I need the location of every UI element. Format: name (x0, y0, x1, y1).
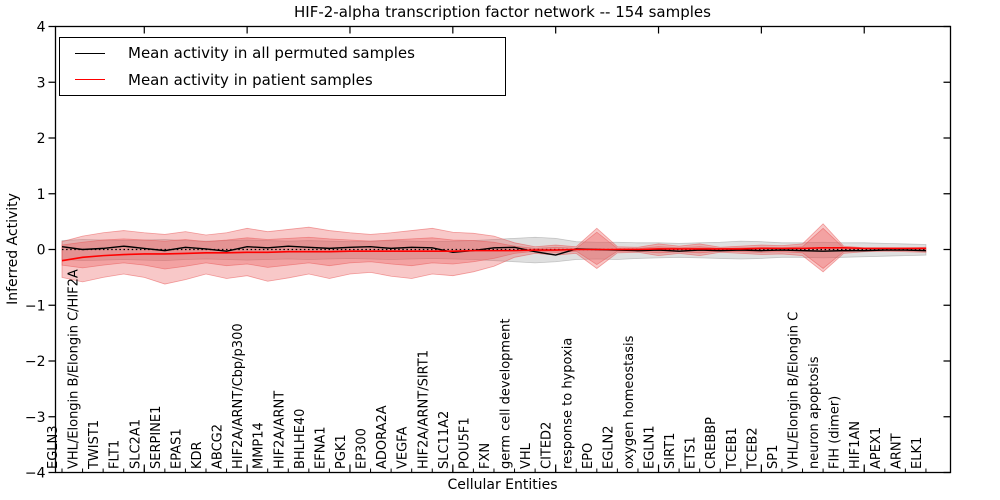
x-tick-label: CITED2 (540, 422, 555, 469)
y-tick-label: 0 (37, 243, 46, 259)
x-tick-label: TCEB2 (745, 427, 760, 470)
x-tick-label: ABCG2 (211, 424, 226, 469)
x-tick-label: VHL/Elongin B/Elongin C/HIF2A (67, 269, 82, 469)
legend-label-patient: Mean activity in patient samples (128, 70, 373, 89)
x-tick-label: EGLN1 (643, 425, 658, 469)
x-tick-label: POU5F1 (457, 417, 472, 469)
legend-item-permuted: Mean activity in all permuted samples (60, 40, 505, 66)
x-tick-label: PGK1 (334, 434, 349, 469)
patient-line-swatch (75, 79, 105, 81)
patient-inner-range-band (61, 227, 927, 270)
x-tick-label: neuron apoptosis (807, 356, 822, 469)
x-tick-label: VEGFA (396, 427, 411, 469)
y-tick-label: −3 (25, 410, 46, 426)
y-tick-label: 2 (37, 131, 46, 147)
x-tick-label: EFNA1 (313, 426, 328, 469)
legend-label-permuted: Mean activity in all permuted samples (128, 44, 415, 63)
x-tick-label: HIF1AN (848, 421, 863, 469)
patient-mean-line (61, 247, 926, 262)
x-tick-label: EPAS1 (169, 428, 184, 469)
x-axis-ticks-top (143, 26, 865, 34)
y-tick-label: −1 (25, 298, 46, 314)
permuted-line-swatch (75, 52, 105, 54)
y-axis-ticks-right (943, 25, 951, 474)
x-tick-label: SIRT1 (663, 433, 678, 469)
x-tick-label: ELK1 (910, 437, 925, 469)
x-tick-label: KDR (190, 441, 205, 469)
x-tick-label: EPO (581, 443, 596, 469)
x-tick-label: ADORA2A (375, 405, 390, 469)
x-tick-label: TWIST1 (87, 420, 102, 470)
x-tick-label: SP1 (766, 445, 781, 469)
x-tick-label: oxygen homeostasis (622, 335, 637, 469)
y-tick-label: −4 (25, 466, 46, 482)
y-tick-label: −2 (25, 354, 46, 370)
x-tick-label: HIF2A/ARNT/Cbp/p300 (231, 323, 246, 469)
x-tick-label: HIF2A/ARNT (272, 391, 287, 469)
x-tick-label: BHLHE40 (293, 409, 308, 469)
x-tick-label: SERPINE1 (149, 406, 164, 469)
x-tick-label: VHL/Elongin B/Elongin C (787, 312, 802, 469)
y-tick-label: 4 (37, 20, 46, 36)
x-axis-minor-ticks-bottom (61, 468, 927, 473)
x-tick-label: TCEB1 (725, 427, 740, 470)
x-tick-label: ETS1 (684, 436, 699, 469)
x-tick-label: VHL (519, 442, 534, 469)
x-tick-label: FXN (478, 443, 493, 469)
x-axis-label: Cellular Entities (447, 477, 558, 493)
x-tick-label: response to hypoxia (560, 338, 575, 469)
x-tick-label: CREBBP (704, 417, 719, 469)
x-tick-label: EGLN3 (46, 425, 61, 469)
x-tick-label: HIF2A/ARNT/SIRT1 (416, 350, 431, 469)
x-tick-label: SLC11A2 (437, 411, 452, 469)
legend-box: Mean activity in all permuted samples Me… (59, 37, 506, 96)
y-axis-label: Inferred Activity (5, 193, 21, 305)
y-axis-ticks-left (48, 25, 56, 474)
y-tick-label: 3 (37, 75, 46, 91)
x-tick-label: FLT1 (108, 440, 123, 469)
x-tick-label: EGLN2 (601, 425, 616, 469)
x-tick-label: APEX1 (869, 427, 884, 469)
y-tick-label: 1 (37, 187, 46, 203)
chart-title: HIF-2-alpha transcription factor network… (294, 3, 711, 21)
x-tick-label: ARNT (889, 433, 904, 469)
x-tick-label: EP300 (355, 428, 370, 469)
x-tick-label: FIH (dimer) (828, 396, 843, 469)
x-tick-label: germ cell development (499, 319, 514, 469)
x-tick-label: MMP14 (252, 422, 267, 469)
legend-item-patient: Mean activity in patient samples (60, 67, 505, 93)
permuted-mean-line (61, 245, 926, 256)
x-tick-label: SLC2A1 (128, 419, 143, 469)
